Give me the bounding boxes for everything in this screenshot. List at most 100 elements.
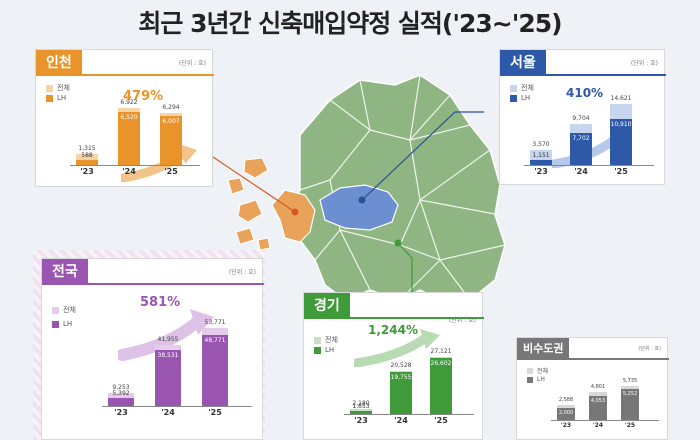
incheon-chart-panel: 인천 (단위 : 호) 전체 LH 479% 1,315 588 '23 6,922 6… [35, 49, 214, 187]
gyeonggi-bar-lh [430, 357, 452, 414]
page-title: 최근 3년간 신축매입약정 실적('23~'25) [138, 9, 562, 38]
seoul-bar-lh [610, 119, 632, 165]
seoul-value-lh: 7,702 [572, 134, 590, 142]
incheon-x-tick: '23 [80, 167, 94, 176]
gyeonggi-bar-chart: 2,180 1,653 '23 20,528 19,755 '24 27,121 26,602… [344, 348, 480, 425]
noncapital-legend-total: 전체 [527, 366, 548, 375]
gyeonggi-value-total: 20,528 [390, 361, 412, 369]
incheon-value-lh: 588 [81, 152, 93, 160]
noncapital-x-tick: '24 [592, 422, 604, 429]
incheon-value-total: 1,315 [78, 145, 96, 153]
legend-swatch-total [314, 336, 321, 344]
legend-label-lh: LH [325, 346, 335, 354]
legend-label-total: 전체 [521, 84, 534, 92]
legend-swatch-lh [46, 94, 53, 102]
national-chart-panel: 전국 (단위 : 호) 전체 LH 581% 9,253 5,392 '23 41,9… [41, 258, 264, 440]
seoul-value-lh: 1,151 [532, 152, 550, 160]
gyeonggi-chart-panel: 경기 (단위 : 호) 전체 LH 1,244% 2,180 1,653 '23 20… [303, 292, 484, 440]
legend-label-total: 전체 [57, 84, 70, 92]
national-legend-lh: LH [52, 317, 76, 331]
national-bar-lh [108, 398, 134, 406]
gyeonggi-x-tick: '23 [354, 416, 368, 425]
national-growth-rate: 581% [140, 295, 181, 310]
legend-label-lh: LH [57, 94, 67, 102]
gyeonggi-growth-rate: 1,244% [368, 323, 418, 337]
incheon-panel-header: 인천 [36, 50, 214, 76]
noncapital-x-tick: '23 [560, 422, 572, 429]
national-panel-title: 전국 [42, 259, 88, 283]
noncapital-value-lh: 5,252 [622, 391, 638, 398]
seoul-panel-title: 서울 [500, 50, 546, 74]
legend-swatch-lh [314, 346, 321, 354]
seoul-x-tick: '24 [574, 167, 588, 176]
incheon-value-total: 6,294 [162, 104, 180, 112]
noncapital-legend-lh: LH [527, 375, 548, 384]
national-value-total: 9,253 [112, 383, 130, 391]
incheon-x-tick: '24 [122, 167, 136, 176]
seoul-bar-chart: 3,570 1,151 '23 9,704 7,702 '24 14,621 10,910 '2… [524, 95, 660, 176]
national-unit-label: (단위 : 호) [228, 269, 256, 276]
incheon-bar-lh [118, 111, 140, 165]
noncapital-value-lh: 2,000 [558, 410, 574, 417]
legend-label-total: 전체 [63, 306, 76, 314]
gyeonggi-value-total: 27,121 [430, 347, 452, 355]
gyeonggi-legend: 전체 LH [314, 335, 338, 355]
gyeonggi-bar-lh [390, 372, 412, 414]
gyeonggi-x-tick: '24 [394, 416, 408, 425]
national-growth-arrow-icon [118, 309, 214, 361]
map-gyeonggi-region [284, 74, 506, 301]
noncapital-value-lh: 4,053 [590, 398, 606, 405]
noncapital-x-tick: '25 [624, 422, 636, 429]
national-panel-header: 전국 [42, 259, 264, 285]
legend-label-total: 전체 [537, 368, 549, 375]
national-value-total: 53,771 [204, 319, 226, 327]
noncapital-bar-lh [621, 389, 639, 420]
map-incheon-region [271, 189, 316, 243]
seoul-x-tick: '25 [614, 167, 628, 176]
incheon-bar-total [76, 154, 98, 165]
national-value-lh: 48,771 [204, 337, 226, 345]
noncapital-chart-panel: 비수도권 (단위 : 호) 전체 LH 2,588 2,000 '23 4,801 4,… [516, 337, 669, 440]
legend-swatch-total [510, 84, 517, 92]
noncapital-bar-lh [589, 396, 607, 420]
leader-line-seoul [361, 111, 484, 201]
incheon-bar-chart: 1,315 588 '23 6,922 6,520 '24 6,294 6,007 '25 [70, 99, 206, 176]
gyeonggi-growth-arrow-icon [354, 329, 440, 367]
seoul-value-total: 9,704 [572, 115, 590, 123]
noncapital-x-axis [551, 420, 659, 421]
national-bar-lh [155, 350, 181, 406]
noncapital-legend: 전체 LH [527, 366, 548, 384]
national-x-tick: '24 [161, 408, 175, 417]
legend-swatch-total [527, 367, 533, 374]
seoul-legend-lh: LH [510, 93, 534, 103]
noncapital-value-total: 2,588 [558, 396, 574, 403]
leader-dot-incheon [291, 208, 299, 216]
seoul-unit-label: (단위 : 호) [630, 60, 658, 67]
national-value-total: 41,955 [157, 336, 179, 344]
incheon-bar-lh [76, 160, 98, 165]
seoul-value-total: 3,570 [532, 141, 550, 148]
seoul-x-axis [524, 165, 654, 166]
map-incheon-islands [227, 157, 271, 251]
noncapital-bar-lh [557, 408, 575, 420]
seoul-panel-header: 서울 [500, 50, 666, 76]
gyeonggi-legend-total: 전체 [314, 335, 338, 345]
incheon-x-tick: '25 [164, 167, 178, 176]
national-legend-total: 전체 [52, 303, 76, 317]
seoul-bar-lh [570, 132, 592, 165]
seoul-value-lh: 10,910 [610, 121, 632, 129]
gyeonggi-panel-header: 경기 [304, 293, 484, 319]
incheon-unit-label: (단위 : 호) [178, 60, 206, 67]
gyeonggi-value-lh: 19,755 [390, 374, 412, 382]
national-bar-lh [202, 335, 228, 406]
leader-dot-seoul [358, 196, 366, 204]
national-x-axis [102, 406, 252, 407]
legend-swatch-lh [510, 94, 517, 102]
legend-label-lh: LH [63, 320, 73, 328]
gyeonggi-value-lh: 26,602 [430, 359, 452, 367]
noncapital-value-total: 4,801 [590, 383, 606, 390]
seoul-bar-lh [530, 160, 552, 165]
leader-dot-gyeonggi [394, 239, 402, 247]
incheon-legend-total: 전체 [46, 83, 70, 93]
legend-label-lh: LH [537, 376, 545, 383]
